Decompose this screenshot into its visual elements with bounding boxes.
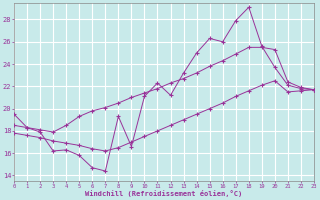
X-axis label: Windchill (Refroidissement éolien,°C): Windchill (Refroidissement éolien,°C) <box>85 190 243 197</box>
